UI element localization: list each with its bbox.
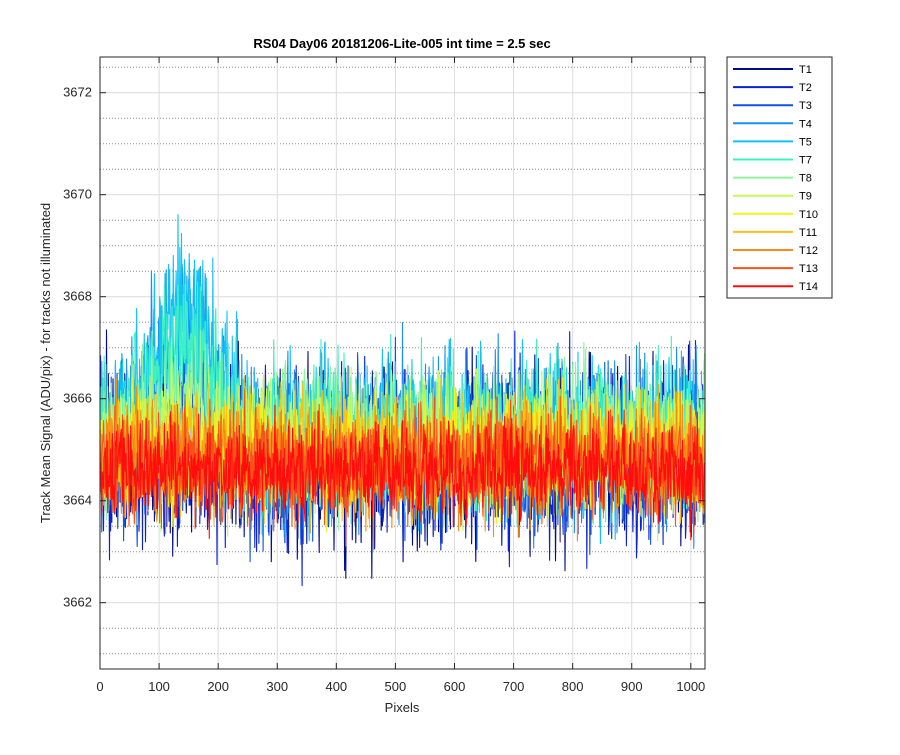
- series-line-t14: [99, 404, 705, 541]
- legend-label-t2: T2: [799, 82, 812, 94]
- legend-label-t14: T14: [799, 281, 818, 293]
- x-tick-label: 700: [503, 679, 525, 694]
- y-axis-label: Track Mean Signal (ADU/pix) - for tracks…: [38, 203, 53, 523]
- legend-label-t5: T5: [799, 136, 812, 148]
- x-tick-label: 1000: [676, 679, 705, 694]
- series-layer: [99, 214, 705, 587]
- chart-title: RS04 Day06 20181206-Lite-005 int time = …: [253, 36, 550, 51]
- legend-label-t11: T11: [799, 227, 817, 239]
- x-tick-label: 300: [266, 679, 288, 694]
- axis-ticks: 0 100 200 300 400 500 600 700 800 900 1000 3662 3664…: [63, 57, 705, 694]
- legend-label-t3: T3: [799, 100, 812, 112]
- legend-label-t1: T1: [799, 64, 812, 76]
- x-tick-label: 500: [385, 679, 407, 694]
- x-tick-label: 200: [207, 679, 229, 694]
- y-tick-label: 3670: [63, 187, 92, 202]
- legend-label-t13: T13: [799, 263, 818, 275]
- y-tick-label: 3672: [63, 85, 92, 100]
- legend-label-t7: T7: [799, 155, 812, 167]
- x-tick-label: 400: [325, 679, 347, 694]
- x-tick-label: 0: [96, 679, 103, 694]
- y-tick-label: 3666: [63, 391, 92, 406]
- plot-frame: [99, 56, 706, 670]
- legend-label-t4: T4: [799, 118, 812, 130]
- legend-label-t12: T12: [799, 245, 818, 257]
- legend: T1 T2 T3 T4 T5 T7 T8 T9 T10 T11 T12 T13 T14: [726, 56, 833, 299]
- y-tick-label: 3664: [63, 493, 92, 508]
- x-tick-label: 100: [148, 679, 170, 694]
- x-tick-label: 600: [444, 679, 466, 694]
- legend-label-t10: T10: [799, 209, 818, 221]
- x-tick-label: 800: [562, 679, 584, 694]
- y-tick-label: 3662: [63, 595, 92, 610]
- legend-label-t9: T9: [799, 191, 812, 203]
- x-tick-label: 900: [621, 679, 643, 694]
- y-tick-label: 3668: [63, 289, 92, 304]
- legend-label-t8: T8: [799, 173, 812, 185]
- x-axis-label: Pixels: [385, 700, 420, 715]
